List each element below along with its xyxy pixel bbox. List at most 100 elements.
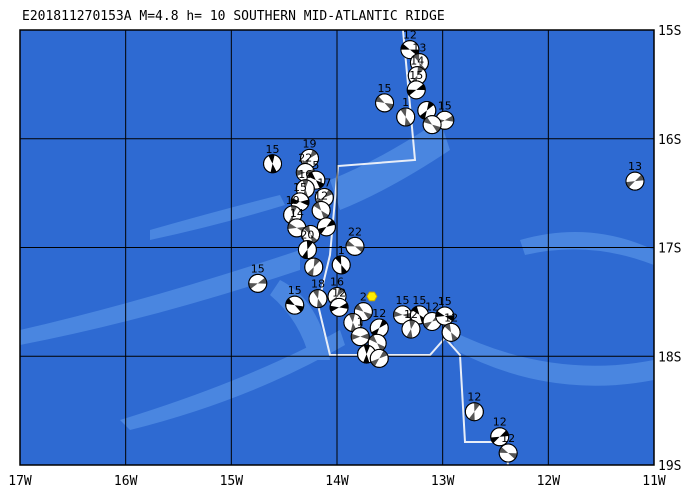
beachball-quadrant — [287, 223, 306, 233]
depth-label: 12 — [493, 416, 507, 429]
depth-label: 12 — [444, 311, 458, 324]
x-tick-label: 17W — [8, 474, 32, 489]
focal-mechanism — [301, 224, 321, 244]
focal-mechanism — [331, 255, 351, 275]
beachball-outline — [490, 427, 510, 447]
beachball-outline — [400, 40, 420, 60]
beachball-quadrant — [296, 168, 315, 176]
depth-label: 12 — [467, 391, 481, 404]
beachball-quadrant — [413, 53, 426, 72]
beachball-quadrant — [285, 298, 304, 312]
focal-mechanism — [422, 115, 442, 135]
depth-label: 22 — [298, 151, 312, 164]
beachball-quadrant — [375, 96, 394, 110]
x-tick-label: 15W — [220, 474, 244, 489]
beachball-outline — [435, 306, 455, 326]
beachball-outline — [441, 322, 461, 342]
bathymetry — [20, 120, 654, 430]
depth-label: 15 — [378, 82, 392, 95]
focal-mechanism — [316, 217, 336, 237]
depth-label: 15 — [396, 294, 410, 307]
depth-label: 12 — [403, 29, 417, 42]
depth-label: 17 — [317, 176, 331, 189]
depth-label: 15 — [438, 99, 452, 112]
beachball-quadrant — [303, 225, 318, 244]
focal-mechanism — [407, 66, 427, 86]
focal-mechanism — [490, 427, 510, 447]
beachball-quadrant — [369, 335, 386, 352]
focal-mechanism — [285, 295, 305, 315]
beachball-outline — [369, 348, 389, 368]
beachball-quadrant — [363, 345, 370, 364]
focal-mechanism — [441, 322, 461, 342]
beachball-outline — [350, 327, 370, 347]
y-tick-label: 19S — [658, 459, 681, 474]
beachball-quadrant — [393, 311, 412, 319]
beachball-quadrant — [371, 319, 388, 337]
focal-mechanism — [297, 240, 317, 260]
beachball-quadrant — [370, 350, 388, 367]
beachball-quadrant — [400, 107, 411, 127]
beachball-quadrant — [307, 258, 321, 276]
depth-label: 15 — [293, 181, 307, 194]
focal-mechanism — [263, 154, 283, 174]
focal-mechanism — [345, 236, 365, 256]
depth-label: 5 — [312, 159, 319, 172]
focal-mechanism — [401, 319, 421, 339]
beachball-quadrant — [312, 289, 323, 308]
beachball-outline — [375, 93, 395, 113]
focal-mechanism — [369, 348, 389, 368]
beachball-quadrant — [435, 311, 454, 322]
focal-mechanism — [308, 289, 328, 309]
depth-label: 13 — [628, 160, 642, 173]
beachball-outline — [422, 115, 442, 135]
depth-label: 19 — [286, 194, 300, 207]
depth-label: 12 — [404, 308, 418, 321]
depth-label: 15 — [412, 294, 426, 307]
beachball-quadrant — [411, 66, 424, 85]
beachball-quadrant — [351, 333, 370, 340]
beachball-quadrant — [499, 447, 518, 460]
focal-mechanism — [375, 93, 395, 113]
depth-label: 12 — [425, 300, 439, 313]
beachball-quadrant — [348, 313, 357, 332]
beachball-quadrant — [626, 174, 644, 188]
beachball-outline — [464, 402, 484, 422]
depth-label: 12 — [314, 190, 328, 203]
depth-label: 14 — [410, 55, 424, 68]
depth-label: 16 — [298, 168, 312, 181]
depth-label: 20 — [300, 229, 314, 242]
beachball-quadrant — [490, 430, 509, 444]
depth-label: 15 — [438, 295, 452, 308]
focal-mechanism — [406, 80, 426, 100]
map-frame — [19, 29, 655, 466]
beachball-quadrant — [419, 101, 434, 120]
beachball-outline — [345, 236, 365, 256]
depth-label: 15 — [266, 143, 280, 156]
beachball-outline — [401, 319, 421, 339]
focal-mechanism — [625, 171, 645, 191]
y-tick-label: 17S — [658, 242, 681, 257]
beachball-outline — [396, 107, 416, 127]
beachball-quadrant — [335, 255, 348, 274]
focal-mechanism — [329, 297, 349, 317]
depth-label: 15 — [251, 262, 265, 275]
beachball-outline — [297, 240, 317, 260]
beachball-outline — [316, 217, 336, 237]
depth-label: 12 — [372, 307, 386, 320]
beachball-quadrant — [307, 172, 325, 189]
beachball-quadrant — [317, 219, 336, 235]
focal-mechanism — [304, 257, 324, 277]
beachball-quadrant — [354, 304, 372, 320]
epicenter — [366, 291, 378, 302]
beachball-outline — [263, 154, 283, 174]
beachball-quadrant — [400, 43, 419, 56]
beachball-outline — [304, 257, 324, 277]
focal-mechanism — [400, 40, 420, 60]
focal-mechanism — [498, 443, 518, 463]
beachball-outline — [308, 289, 328, 309]
y-tick-label: 18S — [658, 350, 681, 365]
beachball-quadrant — [302, 240, 313, 259]
depth-label: 13 — [412, 42, 426, 55]
